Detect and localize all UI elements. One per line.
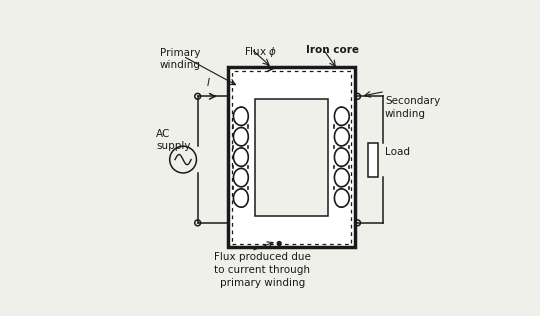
Bar bbox=[232, 71, 351, 244]
Text: Flux produced due
to current through
primary winding: Flux produced due to current through pri… bbox=[214, 252, 310, 289]
Circle shape bbox=[277, 241, 281, 246]
Bar bbox=[255, 99, 328, 216]
Text: Load: Load bbox=[385, 147, 410, 157]
Text: Iron core: Iron core bbox=[306, 45, 359, 55]
Text: Secondary
winding: Secondary winding bbox=[385, 96, 440, 119]
Bar bbox=[228, 67, 355, 247]
Text: Flux $\phi$: Flux $\phi$ bbox=[244, 45, 277, 59]
Bar bbox=[368, 143, 377, 177]
Text: AC
supply: AC supply bbox=[156, 129, 191, 151]
Text: I: I bbox=[207, 78, 210, 88]
Text: Primary
winding: Primary winding bbox=[160, 48, 201, 70]
